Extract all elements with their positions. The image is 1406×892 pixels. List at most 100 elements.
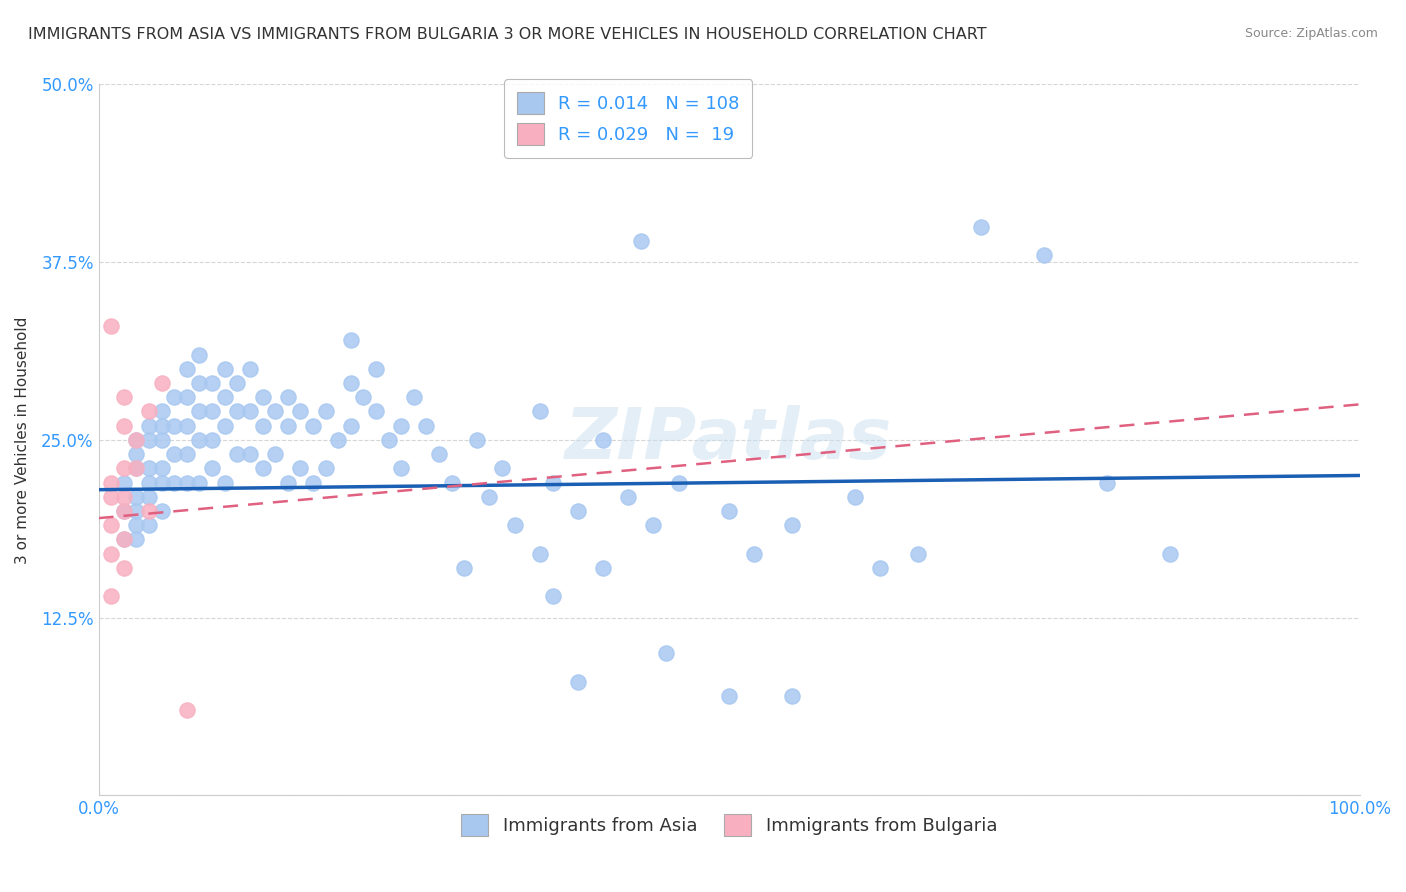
Point	[427, 447, 450, 461]
Point	[402, 390, 425, 404]
Point	[100, 590, 122, 604]
Point	[138, 518, 160, 533]
Point	[440, 475, 463, 490]
Point	[302, 418, 325, 433]
Point	[315, 404, 337, 418]
Point	[125, 518, 148, 533]
Point	[592, 433, 614, 447]
Point	[503, 518, 526, 533]
Point	[389, 418, 412, 433]
Point	[150, 404, 173, 418]
Point	[201, 404, 224, 418]
Point	[491, 461, 513, 475]
Point	[643, 518, 665, 533]
Point	[617, 490, 640, 504]
Point	[188, 348, 211, 362]
Point	[201, 461, 224, 475]
Point	[100, 475, 122, 490]
Point	[328, 433, 350, 447]
Point	[567, 504, 589, 518]
Point	[214, 361, 236, 376]
Point	[214, 418, 236, 433]
Point	[138, 404, 160, 418]
Point	[465, 433, 488, 447]
Point	[541, 475, 564, 490]
Point	[1097, 475, 1119, 490]
Point	[655, 646, 678, 660]
Point	[176, 703, 198, 717]
Point	[869, 561, 891, 575]
Point	[138, 504, 160, 518]
Point	[214, 475, 236, 490]
Point	[112, 504, 135, 518]
Point	[125, 447, 148, 461]
Point	[239, 404, 262, 418]
Point	[150, 461, 173, 475]
Point	[112, 504, 135, 518]
Point	[252, 390, 274, 404]
Point	[138, 418, 160, 433]
Point	[150, 475, 173, 490]
Point	[226, 376, 249, 390]
Point	[163, 418, 186, 433]
Point	[352, 390, 374, 404]
Point	[252, 461, 274, 475]
Point	[125, 433, 148, 447]
Point	[239, 447, 262, 461]
Point	[529, 404, 551, 418]
Point	[150, 433, 173, 447]
Point	[529, 547, 551, 561]
Point	[201, 376, 224, 390]
Point	[239, 361, 262, 376]
Point	[389, 461, 412, 475]
Point	[176, 475, 198, 490]
Point	[668, 475, 690, 490]
Point	[970, 219, 993, 234]
Point	[592, 561, 614, 575]
Point	[290, 404, 312, 418]
Point	[780, 518, 803, 533]
Point	[339, 418, 361, 433]
Point	[138, 475, 160, 490]
Point	[163, 390, 186, 404]
Point	[364, 361, 387, 376]
Point	[138, 461, 160, 475]
Point	[112, 533, 135, 547]
Point	[415, 418, 437, 433]
Point	[112, 533, 135, 547]
Point	[176, 390, 198, 404]
Point	[339, 376, 361, 390]
Text: ZIPatlas: ZIPatlas	[565, 406, 893, 475]
Point	[100, 547, 122, 561]
Text: IMMIGRANTS FROM ASIA VS IMMIGRANTS FROM BULGARIA 3 OR MORE VEHICLES IN HOUSEHOLD: IMMIGRANTS FROM ASIA VS IMMIGRANTS FROM …	[28, 27, 987, 42]
Point	[112, 561, 135, 575]
Point	[226, 404, 249, 418]
Point	[163, 447, 186, 461]
Point	[112, 461, 135, 475]
Point	[125, 433, 148, 447]
Point	[1033, 248, 1056, 262]
Point	[742, 547, 765, 561]
Point	[100, 490, 122, 504]
Point	[844, 490, 866, 504]
Point	[264, 447, 287, 461]
Point	[176, 447, 198, 461]
Point	[226, 447, 249, 461]
Point	[478, 490, 501, 504]
Point	[150, 418, 173, 433]
Point	[907, 547, 929, 561]
Point	[125, 461, 148, 475]
Point	[125, 533, 148, 547]
Point	[214, 390, 236, 404]
Point	[125, 461, 148, 475]
Point	[277, 390, 299, 404]
Point	[252, 418, 274, 433]
Point	[718, 504, 741, 518]
Point	[201, 433, 224, 447]
Point	[339, 334, 361, 348]
Point	[377, 433, 399, 447]
Point	[100, 518, 122, 533]
Point	[1159, 547, 1181, 561]
Point	[163, 475, 186, 490]
Point	[188, 404, 211, 418]
